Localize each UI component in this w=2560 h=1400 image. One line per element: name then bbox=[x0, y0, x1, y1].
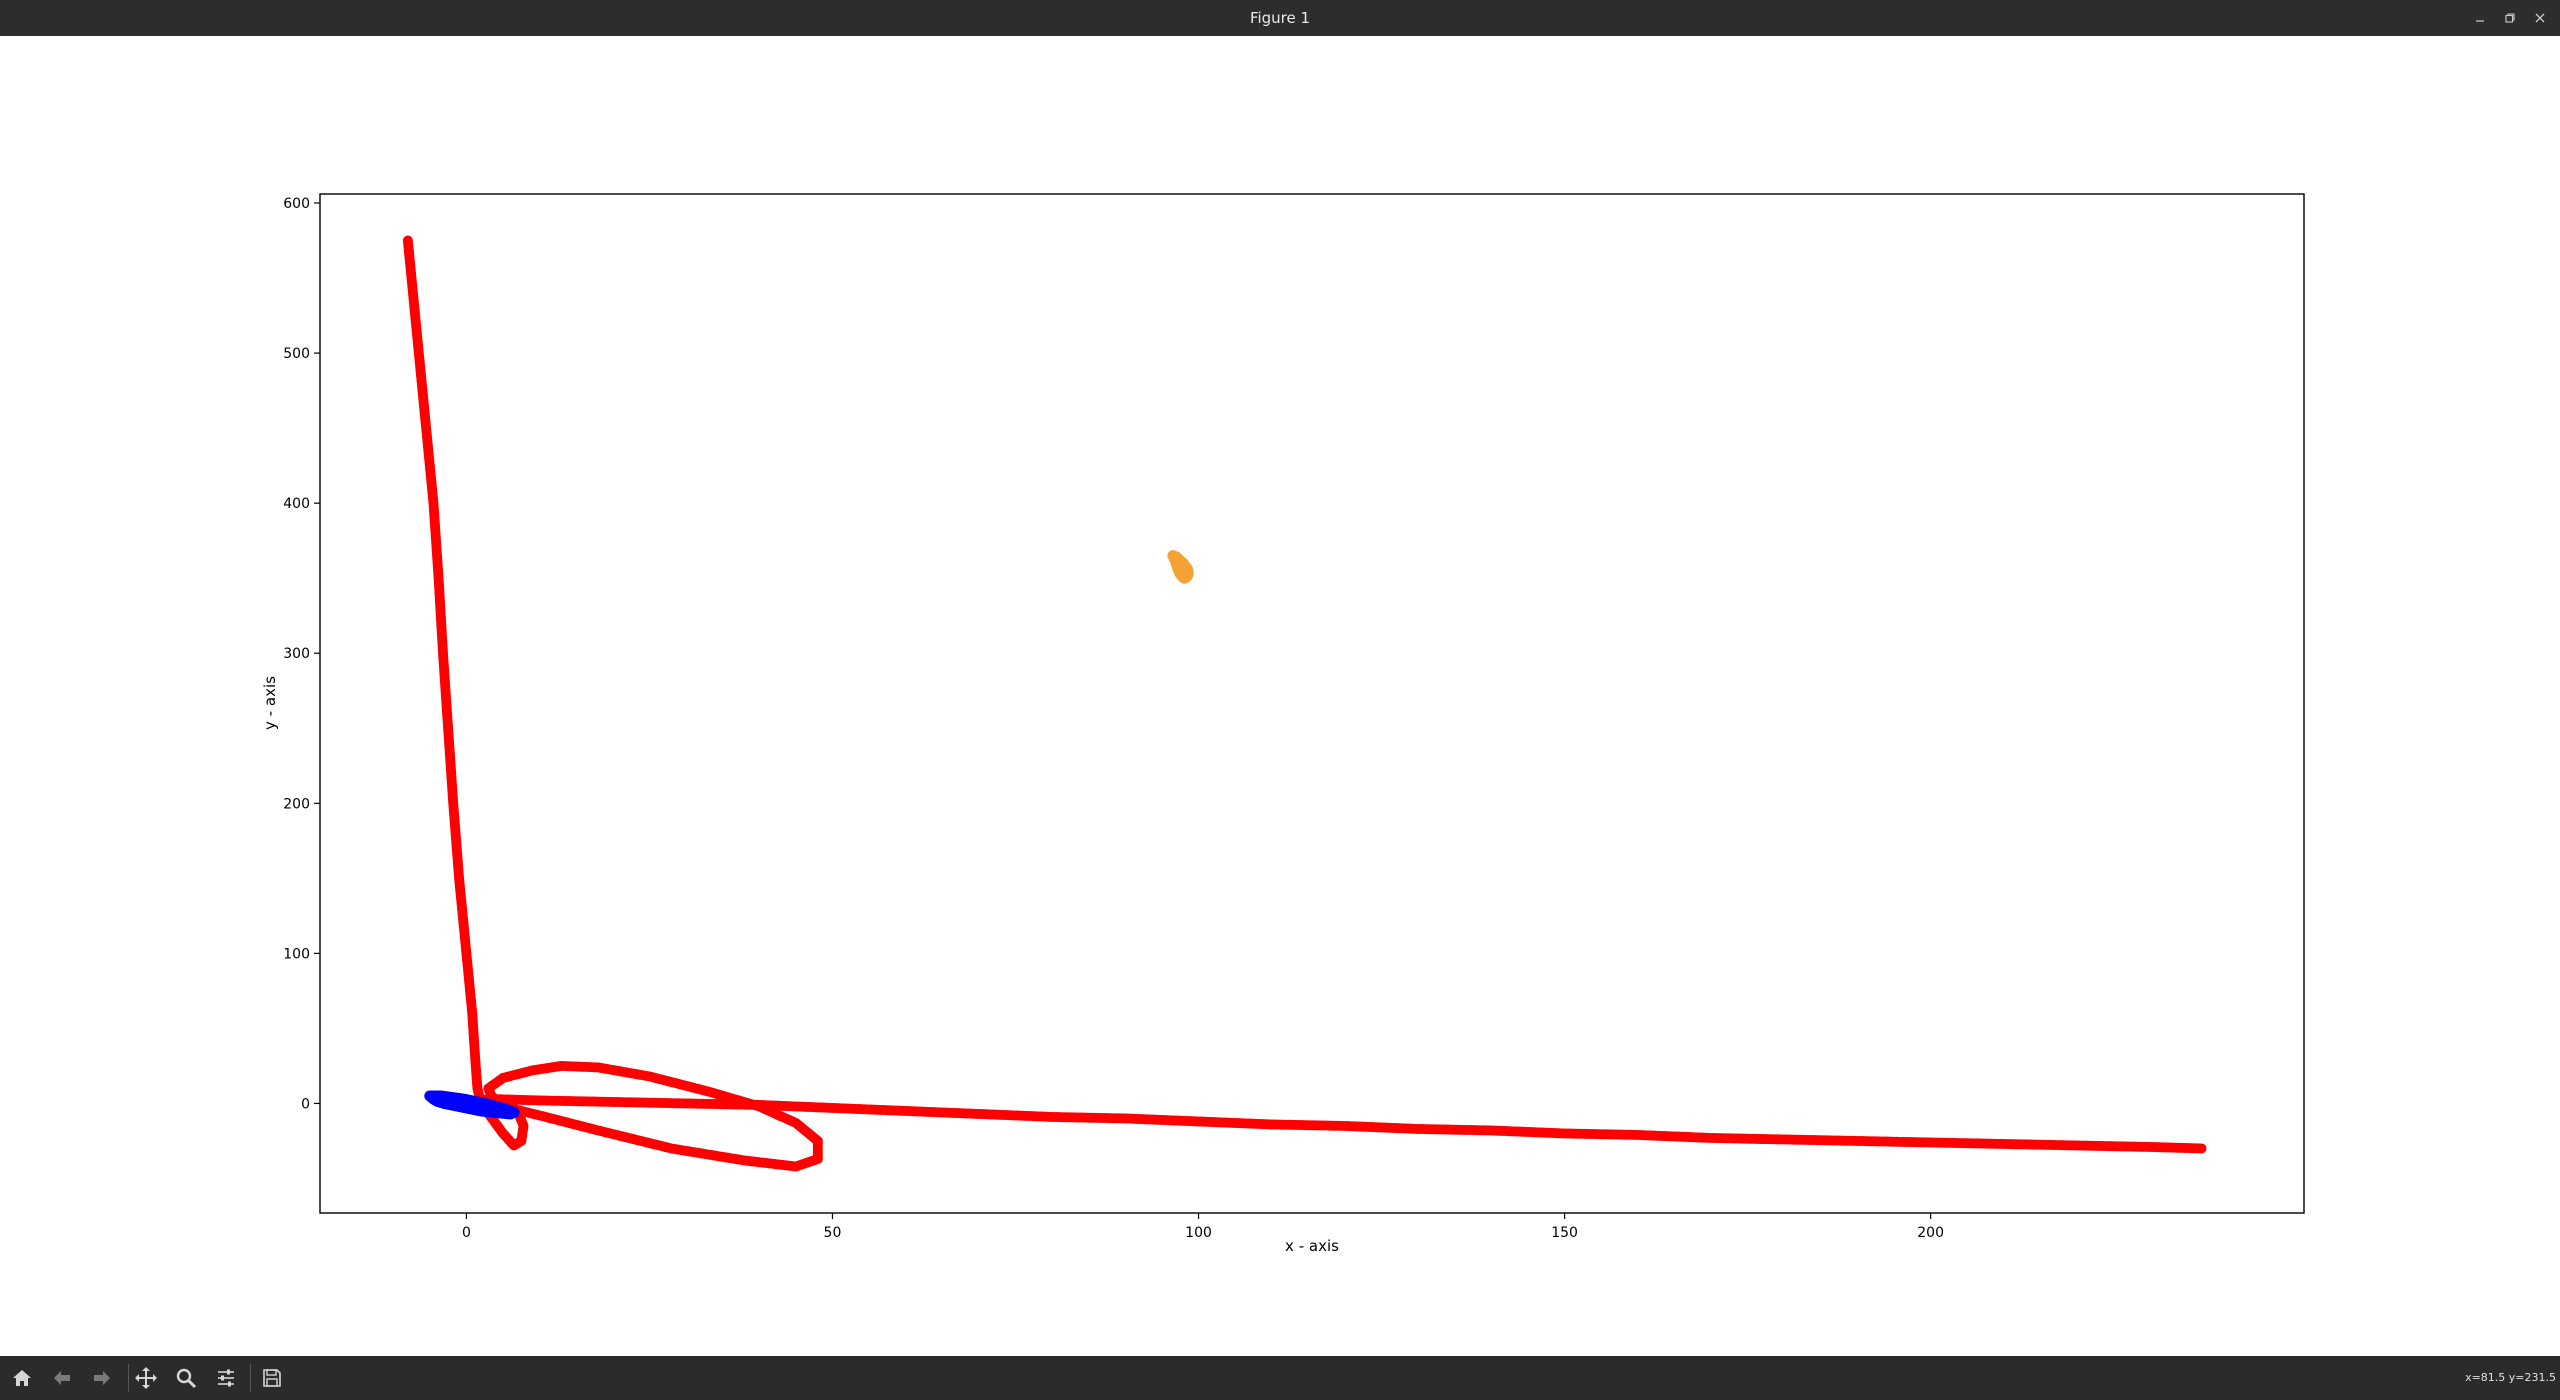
x-tick-label: 50 bbox=[824, 1225, 842, 1241]
x-tick-label: 100 bbox=[1185, 1225, 1212, 1241]
figure-canvas[interactable]: 0 50 100 150 200 0 100 200 300 400 500 600 x - axi… bbox=[0, 36, 2560, 1356]
minimize-icon[interactable] bbox=[2470, 8, 2490, 28]
back-icon[interactable] bbox=[46, 1362, 78, 1394]
navigation-toolbar: x=81.5 y=231.5 bbox=[0, 1356, 2560, 1400]
window-title: Figure 1 bbox=[1249, 9, 1311, 27]
x-tick-label: 0 bbox=[462, 1225, 471, 1241]
data-point bbox=[2196, 1143, 2207, 1154]
window-titlebar: Figure 1 bbox=[0, 0, 2560, 36]
x-ticks: 0 50 100 150 200 bbox=[462, 1213, 1944, 1241]
y-tick-label: 0 bbox=[301, 1096, 310, 1112]
restore-icon[interactable] bbox=[2500, 8, 2520, 28]
points-layer bbox=[402, 235, 2207, 1172]
pan-icon[interactable] bbox=[130, 1362, 162, 1394]
x-axis-label: x - axis bbox=[1285, 1237, 1339, 1255]
y-tick-label: 200 bbox=[283, 796, 310, 812]
y-ticks: 0 100 200 300 400 500 600 bbox=[283, 196, 320, 1112]
y-tick-label: 100 bbox=[283, 946, 310, 962]
x-tick-label: 150 bbox=[1551, 1225, 1578, 1241]
close-icon[interactable] bbox=[2530, 8, 2550, 28]
home-icon[interactable] bbox=[6, 1362, 38, 1394]
configure-icon[interactable] bbox=[210, 1362, 242, 1394]
save-icon[interactable] bbox=[256, 1362, 288, 1394]
cursor-coordinates: x=81.5 y=231.5 bbox=[2465, 1371, 2556, 1384]
y-axis-label: y - axis bbox=[261, 676, 279, 730]
axes-frame bbox=[319, 193, 2305, 1214]
y-tick-label: 600 bbox=[283, 196, 310, 212]
data-point bbox=[426, 1090, 438, 1102]
y-tick-label: 300 bbox=[283, 646, 310, 662]
toolbar-separator bbox=[250, 1364, 251, 1392]
forward-icon[interactable] bbox=[86, 1362, 118, 1394]
toolbar-separator bbox=[128, 1364, 129, 1392]
plot-svg[interactable]: 0 50 100 150 200 0 100 200 300 400 500 600 x - axi… bbox=[0, 36, 2560, 1356]
y-tick-label: 500 bbox=[283, 346, 310, 362]
data-point bbox=[1169, 550, 1181, 562]
y-tick-label: 400 bbox=[283, 496, 310, 512]
zoom-icon[interactable] bbox=[170, 1362, 202, 1394]
x-tick-label: 200 bbox=[1917, 1225, 1944, 1241]
